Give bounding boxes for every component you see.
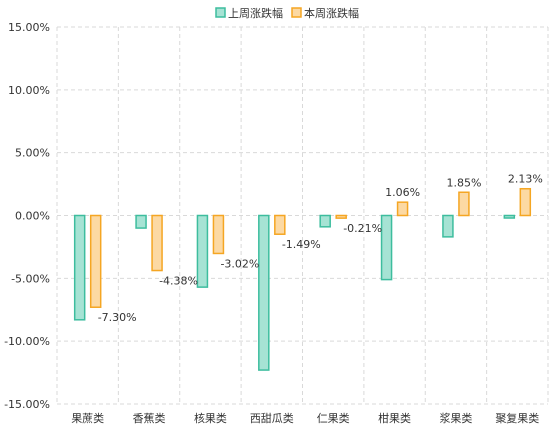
y-tick-label: 0.00% bbox=[15, 210, 50, 223]
legend-swatch bbox=[215, 7, 226, 18]
bar-last-week bbox=[196, 214, 209, 288]
y-tick-label: 15.00% bbox=[8, 21, 50, 34]
bar-this-week bbox=[89, 214, 102, 308]
y-tick-label: -5.00% bbox=[11, 272, 50, 285]
x-tick-label: 核果类 bbox=[194, 411, 227, 425]
x-axis: 果蔗类 香蕉类 核果类 西甜瓜类 仁果类 柑果类 浆果类 聚复果类 bbox=[71, 411, 539, 425]
data-labels: -7.30% -4.38% -3.02% -1.49% -0.21% 1.06% 1.85%… bbox=[98, 173, 543, 325]
bar-last-week bbox=[442, 214, 454, 238]
x-tick-label: 聚复果类 bbox=[495, 411, 539, 425]
bar-this-week bbox=[151, 214, 163, 272]
data-label: 2.13% bbox=[508, 173, 543, 186]
legend-swatch bbox=[291, 7, 302, 18]
bar-this-week bbox=[212, 214, 225, 255]
bars bbox=[73, 187, 532, 371]
bar-this-week bbox=[458, 191, 470, 217]
legend: 上周涨跌幅 本周涨跌幅 bbox=[215, 6, 359, 20]
y-tick-label: -10.00% bbox=[4, 335, 50, 348]
data-label: -3.02% bbox=[220, 257, 259, 270]
data-label: 1.85% bbox=[446, 176, 481, 189]
data-label: 1.06% bbox=[385, 186, 420, 199]
data-label: -7.30% bbox=[98, 311, 137, 324]
bar-this-week bbox=[335, 214, 347, 219]
bar-this-week bbox=[396, 201, 409, 217]
y-axis: -15.00% -10.00% -5.00% 0.00% 5.00% 10.00% 15.0… bbox=[4, 21, 50, 411]
y-tick-label: 10.00% bbox=[8, 84, 50, 97]
bar-last-week bbox=[503, 214, 516, 219]
x-tick-label: 香蕉类 bbox=[133, 411, 166, 425]
y-tick-label: 5.00% bbox=[15, 147, 50, 160]
bar-last-week bbox=[73, 214, 86, 321]
bar-this-week bbox=[519, 187, 532, 217]
bar-last-week bbox=[380, 214, 393, 281]
bar-last-week bbox=[258, 214, 270, 371]
bar-last-week bbox=[319, 214, 331, 228]
data-label: -4.38% bbox=[159, 275, 198, 288]
data-label: -1.49% bbox=[282, 238, 321, 251]
y-tick-label: -15.00% bbox=[4, 398, 50, 411]
data-label: -0.21% bbox=[343, 222, 382, 235]
bar-this-week bbox=[274, 214, 286, 235]
x-tick-label: 果蔗类 bbox=[71, 411, 104, 425]
legend-label: 上周涨跌幅 bbox=[228, 6, 283, 20]
x-tick-label: 浆果类 bbox=[439, 411, 472, 425]
legend-label: 本周涨跌幅 bbox=[304, 6, 359, 20]
x-tick-label: 柑果类 bbox=[378, 411, 411, 425]
x-tick-label: 仁果类 bbox=[317, 411, 350, 425]
x-tick-label: 西甜瓜类 bbox=[250, 411, 294, 425]
grid-lines bbox=[56, 26, 549, 405]
bar-last-week bbox=[135, 214, 147, 229]
